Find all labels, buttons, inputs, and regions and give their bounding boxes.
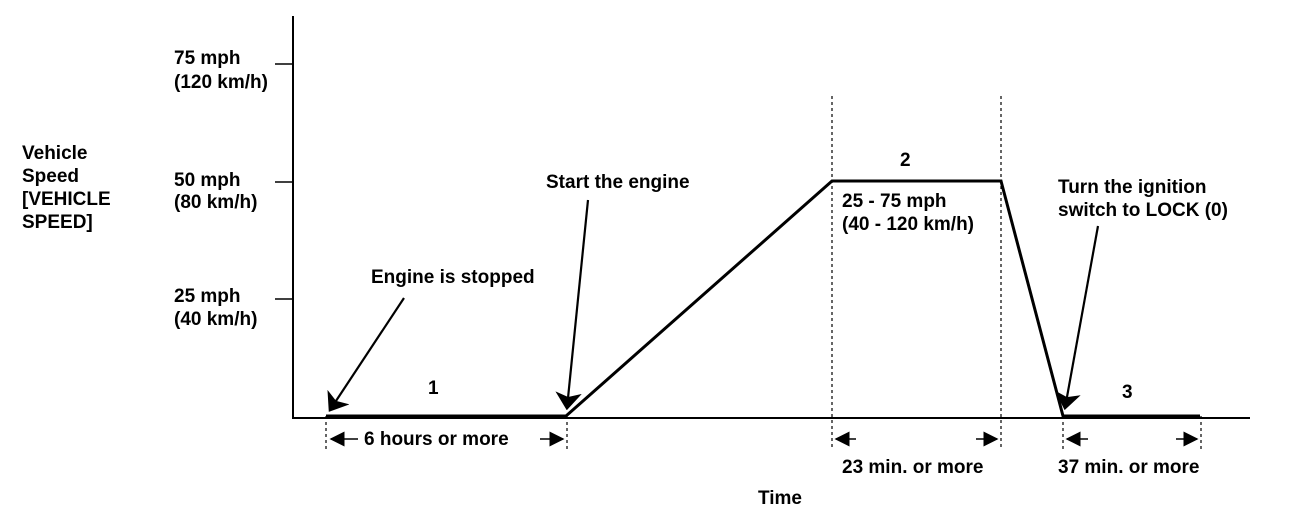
y-tick-label-25-kmh: (40 km/h): [174, 309, 257, 330]
y-tick-label-75-kmh: (120 km/h): [174, 72, 268, 93]
y-tick-label-50-kmh: (80 km/h): [174, 192, 257, 213]
y-axis-title-line-4: SPEED]: [22, 212, 93, 233]
start-engine-label: Start the engine: [546, 172, 690, 193]
y-axis-title-line-1: Vehicle: [22, 143, 88, 164]
start-engine-arrow: [555, 199, 590, 411]
y-tick-label-75-mph: 75 mph: [174, 48, 241, 69]
phase-label-2: 2: [900, 150, 911, 171]
ignition-arrow: [1054, 225, 1100, 411]
phase-label-3: 3: [1122, 382, 1133, 403]
y-axis-title-line-3: [VEHICLE: [22, 189, 111, 210]
y-tick-label-50-mph: 50 mph: [174, 170, 241, 191]
ignition-label-line-2: switch to LOCK (0): [1058, 200, 1228, 221]
duration-1-label: 6 hours or more: [364, 429, 509, 450]
duration-3-label: 37 min. or more: [1058, 457, 1200, 478]
engine-stopped-arrow: [327, 297, 405, 412]
phase-label-1: 1: [428, 378, 439, 399]
ignition-label-line-1: Turn the ignition: [1058, 177, 1206, 198]
speed-profile-line: [326, 179, 1200, 418]
x-axis-title: Time: [758, 488, 802, 509]
speed-range-mph: 25 - 75 mph: [842, 191, 947, 212]
duration-2-label: 23 min. or more: [842, 457, 984, 478]
speed-range-kmh: (40 - 120 km/h): [842, 214, 974, 235]
engine-stopped-label: Engine is stopped: [371, 267, 535, 288]
y-axis-title-line-2: Speed: [22, 166, 79, 187]
y-tick-label-25-mph: 25 mph: [174, 286, 241, 307]
